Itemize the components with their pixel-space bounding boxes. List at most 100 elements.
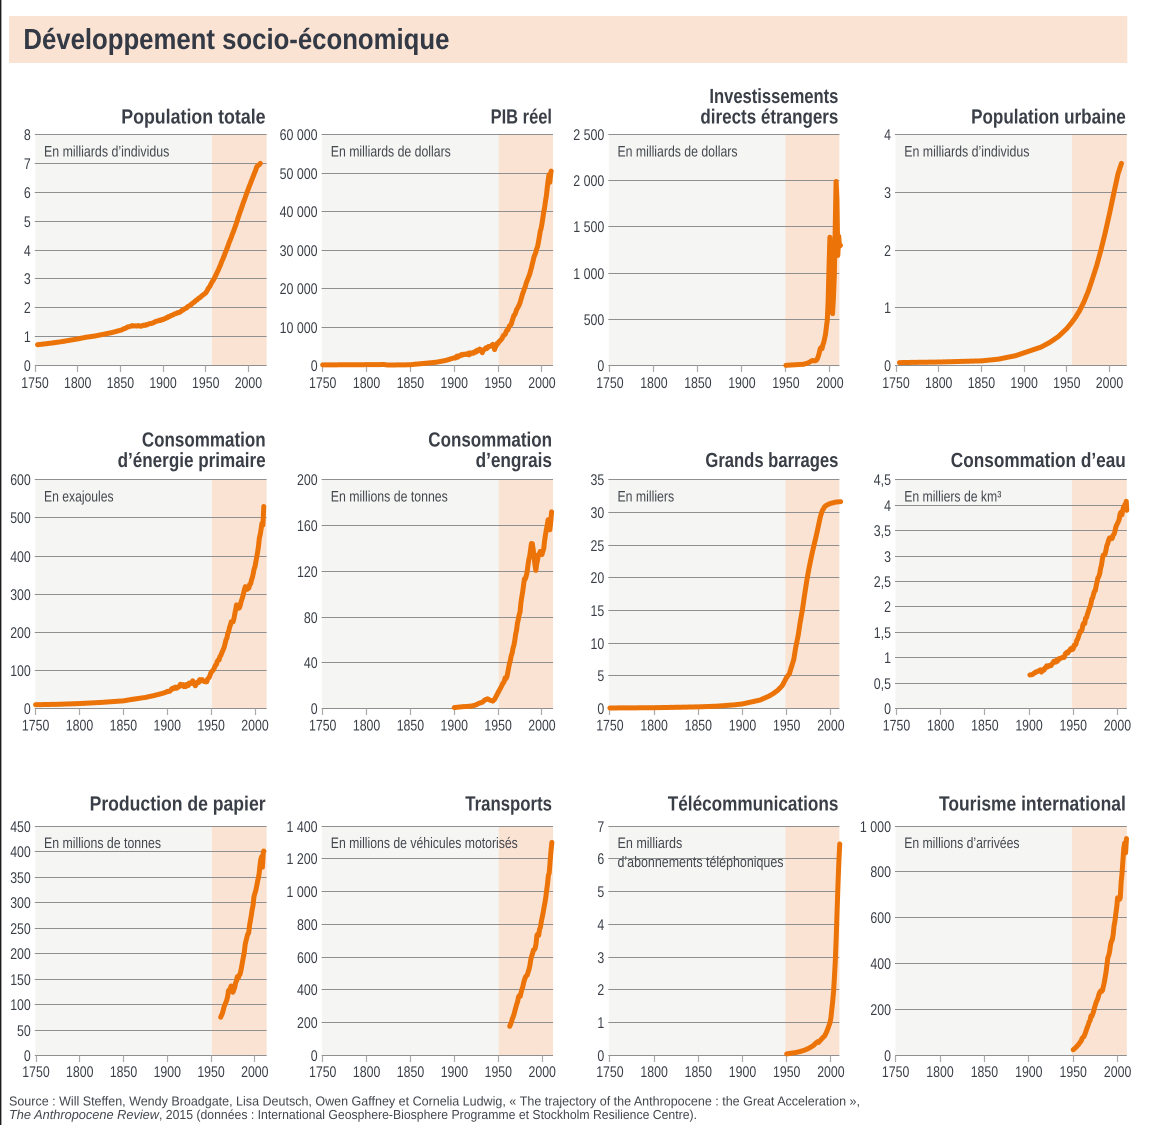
svg-text:5: 5 [24, 214, 31, 231]
svg-text:2 500: 2 500 [573, 127, 604, 144]
svg-text:450: 450 [10, 819, 31, 836]
svg-text:1850: 1850 [685, 1064, 713, 1081]
svg-text:Population urbaine: Population urbaine [971, 106, 1126, 129]
svg-text:2000: 2000 [1096, 375, 1124, 392]
svg-text:1800: 1800 [640, 718, 668, 735]
svg-text:1900: 1900 [154, 718, 182, 735]
svg-text:Source : Will Steffen, Wendy B: Source : Will Steffen, Wendy Broadgate, … [9, 1094, 860, 1109]
svg-text:1950: 1950 [485, 1064, 513, 1081]
svg-text:800: 800 [297, 917, 318, 934]
svg-text:Télécommunications: Télécommunications [668, 793, 839, 816]
svg-text:En milliards de dollars: En milliards de dollars [331, 143, 451, 160]
svg-text:1800: 1800 [66, 1064, 94, 1081]
svg-text:1900: 1900 [1010, 375, 1038, 392]
svg-text:1800: 1800 [927, 718, 955, 735]
svg-text:2: 2 [597, 982, 604, 999]
svg-text:1900: 1900 [441, 1064, 469, 1081]
svg-text:1850: 1850 [685, 718, 713, 735]
svg-text:2: 2 [884, 243, 891, 260]
svg-text:2000: 2000 [1104, 718, 1132, 735]
svg-text:Investissements: Investissements [709, 85, 838, 108]
svg-text:2000: 2000 [816, 375, 844, 392]
svg-text:3,5: 3,5 [874, 523, 891, 540]
svg-text:1900: 1900 [728, 375, 756, 392]
svg-text:1: 1 [597, 1015, 604, 1032]
svg-text:En exajoules: En exajoules [44, 489, 114, 506]
svg-text:Grands barrages: Grands barrages [705, 449, 838, 472]
svg-text:En millions d’arrivées: En millions d’arrivées [904, 835, 1020, 852]
svg-text:1950: 1950 [192, 375, 220, 392]
svg-text:1: 1 [884, 650, 891, 667]
svg-text:400: 400 [10, 844, 31, 861]
svg-text:200: 200 [297, 1015, 318, 1032]
svg-text:4: 4 [597, 917, 604, 934]
svg-text:En millions de tonnes: En millions de tonnes [331, 489, 448, 506]
svg-text:2000: 2000 [241, 718, 269, 735]
svg-text:1900: 1900 [1015, 718, 1043, 735]
svg-text:5: 5 [597, 884, 604, 901]
svg-text:1900: 1900 [154, 1064, 182, 1081]
svg-text:1900: 1900 [729, 718, 757, 735]
svg-text:200: 200 [10, 625, 31, 642]
svg-text:1,5: 1,5 [874, 625, 891, 642]
svg-text:1850: 1850 [397, 718, 425, 735]
svg-text:1750: 1750 [882, 1064, 910, 1081]
svg-text:1750: 1750 [596, 718, 624, 735]
svg-text:1850: 1850 [107, 375, 135, 392]
svg-text:60 000: 60 000 [280, 127, 318, 144]
svg-text:30: 30 [591, 505, 605, 522]
svg-text:3: 3 [24, 271, 31, 288]
svg-text:120: 120 [297, 564, 318, 581]
svg-text:Consommation: Consommation [428, 429, 552, 452]
svg-text:Production de papier: Production de papier [90, 793, 266, 816]
svg-text:6: 6 [597, 851, 604, 868]
svg-text:3: 3 [597, 950, 604, 967]
svg-text:1850: 1850 [110, 718, 138, 735]
svg-text:1800: 1800 [926, 1064, 954, 1081]
svg-text:directs étrangers: directs étrangers [700, 106, 838, 129]
svg-text:0,5: 0,5 [874, 676, 891, 693]
svg-text:1850: 1850 [968, 375, 996, 392]
svg-text:1 000: 1 000 [573, 266, 604, 283]
svg-text:7: 7 [24, 156, 31, 173]
svg-text:300: 300 [10, 895, 31, 912]
svg-text:0: 0 [597, 701, 604, 718]
svg-text:1750: 1750 [309, 1064, 337, 1081]
svg-text:3: 3 [884, 549, 891, 566]
svg-text:160: 160 [297, 518, 318, 535]
svg-text:En milliards d’individus: En milliards d’individus [44, 143, 170, 160]
svg-text:PIB réel: PIB réel [491, 106, 552, 129]
svg-text:400: 400 [297, 982, 318, 999]
svg-text:0: 0 [311, 358, 318, 375]
svg-text:6: 6 [24, 185, 31, 202]
svg-text:Consommation: Consommation [142, 429, 266, 452]
svg-text:10 000: 10 000 [280, 320, 318, 337]
svg-text:10: 10 [591, 636, 605, 653]
svg-text:1750: 1750 [22, 1064, 50, 1081]
svg-text:Transports: Transports [465, 793, 552, 816]
svg-text:15: 15 [591, 603, 605, 620]
svg-text:0: 0 [311, 1048, 318, 1065]
svg-text:Consommation d’eau: Consommation d’eau [951, 449, 1126, 472]
svg-text:500: 500 [10, 510, 31, 527]
svg-text:0: 0 [24, 358, 31, 375]
svg-text:1950: 1950 [1060, 1064, 1088, 1081]
svg-text:1 200: 1 200 [287, 851, 318, 868]
svg-text:1800: 1800 [353, 718, 381, 735]
svg-text:2000: 2000 [1104, 1064, 1132, 1081]
svg-text:2: 2 [24, 300, 31, 317]
svg-text:1850: 1850 [397, 375, 425, 392]
svg-text:2000: 2000 [817, 718, 845, 735]
svg-text:300: 300 [10, 587, 31, 604]
svg-text:1950: 1950 [772, 375, 800, 392]
svg-text:250: 250 [10, 921, 31, 938]
svg-text:1950: 1950 [197, 1064, 225, 1081]
svg-text:1900: 1900 [441, 718, 469, 735]
svg-text:0: 0 [884, 358, 891, 375]
svg-text:1950: 1950 [197, 718, 225, 735]
svg-text:1900: 1900 [729, 1064, 757, 1081]
svg-text:1950: 1950 [773, 718, 801, 735]
svg-text:1800: 1800 [353, 1064, 381, 1081]
svg-text:600: 600 [297, 950, 318, 967]
svg-text:En millions de tonnes: En millions de tonnes [44, 835, 161, 852]
